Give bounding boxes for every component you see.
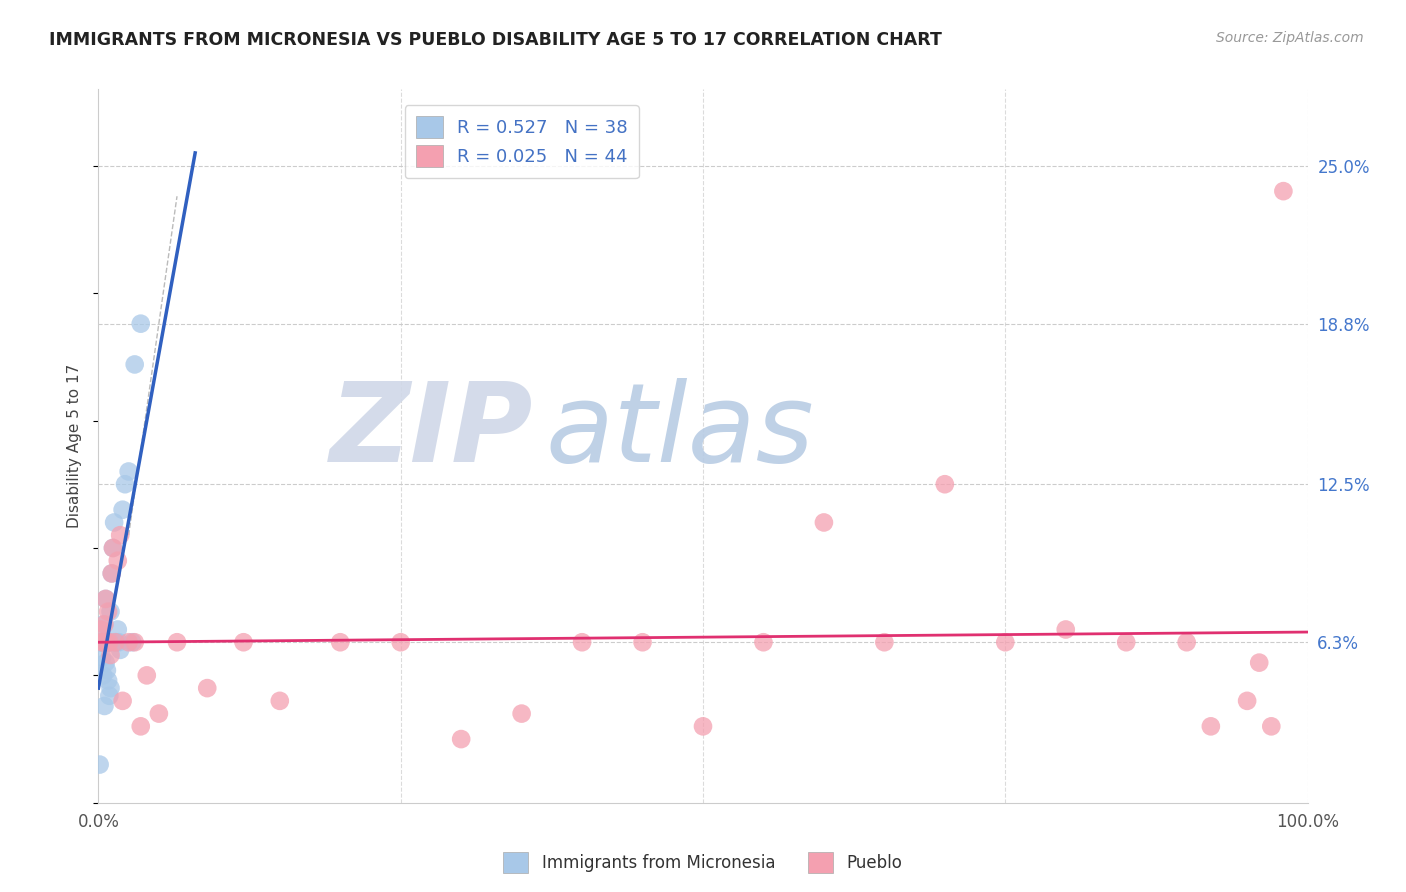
Point [90, 635, 112, 649]
Point [100, 566, 122, 581]
Point [129, 719, 152, 733]
Point [103, 516, 125, 530]
Point [94, 591, 117, 606]
Point [752, 635, 775, 649]
Point [94, 591, 117, 606]
Point [571, 635, 593, 649]
Point [97, 673, 120, 688]
Text: Source: ZipAtlas.com: Source: ZipAtlas.com [1216, 31, 1364, 45]
Point [232, 635, 254, 649]
Point [111, 694, 134, 708]
Point [124, 635, 146, 649]
Point [104, 635, 127, 649]
Text: atlas: atlas [546, 378, 814, 485]
Point [91, 668, 114, 682]
Point [94, 635, 117, 649]
Point [631, 635, 654, 649]
Point [108, 643, 131, 657]
Point [118, 635, 141, 649]
Point [934, 477, 956, 491]
Point [389, 635, 412, 649]
Point [96, 663, 118, 677]
Point [148, 706, 170, 721]
Point [111, 502, 134, 516]
Point [329, 635, 352, 649]
Point [118, 465, 141, 479]
Point [97, 605, 120, 619]
Legend: Immigrants from Micronesia, Pueblo: Immigrants from Micronesia, Pueblo [496, 846, 910, 880]
Point [108, 528, 131, 542]
Point [96, 635, 118, 649]
Y-axis label: Disability Age 5 to 17: Disability Age 5 to 17 [67, 364, 83, 528]
Point [89, 757, 111, 772]
Point [98, 635, 121, 649]
Point [91, 635, 114, 649]
Point [91, 635, 114, 649]
Point [166, 635, 188, 649]
Point [873, 635, 896, 649]
Point [994, 635, 1017, 649]
Point [97, 635, 120, 649]
Point [90, 623, 112, 637]
Point [121, 635, 143, 649]
Point [108, 635, 131, 649]
Point [91, 617, 114, 632]
Point [98, 635, 121, 649]
Point [96, 635, 118, 649]
Point [107, 554, 129, 568]
Point [100, 681, 122, 695]
Point [98, 635, 121, 649]
Text: IMMIGRANTS FROM MICRONESIA VS PUEBLO DISABILITY AGE 5 TO 17 CORRELATION CHART: IMMIGRANTS FROM MICRONESIA VS PUEBLO DIS… [49, 31, 942, 49]
Point [100, 605, 122, 619]
Point [93, 698, 115, 713]
Point [107, 623, 129, 637]
Point [94, 656, 117, 670]
Point [91, 650, 114, 665]
Point [1249, 656, 1271, 670]
Point [1115, 635, 1137, 649]
Point [1260, 719, 1282, 733]
Point [1199, 719, 1222, 733]
Point [101, 541, 124, 555]
Point [124, 358, 146, 372]
Point [510, 706, 533, 721]
Point [269, 694, 291, 708]
Point [100, 648, 122, 662]
Point [1175, 635, 1198, 649]
Point [100, 566, 122, 581]
Point [1236, 694, 1258, 708]
Text: ZIP: ZIP [330, 378, 534, 485]
Point [101, 541, 124, 555]
Point [91, 635, 114, 649]
Point [813, 516, 835, 530]
Point [114, 477, 136, 491]
Point [195, 681, 218, 695]
Point [105, 635, 128, 649]
Point [692, 719, 714, 733]
Point [91, 635, 114, 649]
Point [1054, 623, 1077, 637]
Point [104, 635, 127, 649]
Point [91, 635, 114, 649]
Point [98, 689, 121, 703]
Legend: R = 0.527   N = 38, R = 0.025   N = 44: R = 0.527 N = 38, R = 0.025 N = 44 [405, 105, 638, 178]
Point [96, 635, 118, 649]
Point [1272, 184, 1295, 198]
Point [93, 635, 115, 649]
Point [129, 317, 152, 331]
Point [90, 635, 112, 649]
Point [93, 617, 115, 632]
Point [450, 732, 472, 747]
Point [135, 668, 157, 682]
